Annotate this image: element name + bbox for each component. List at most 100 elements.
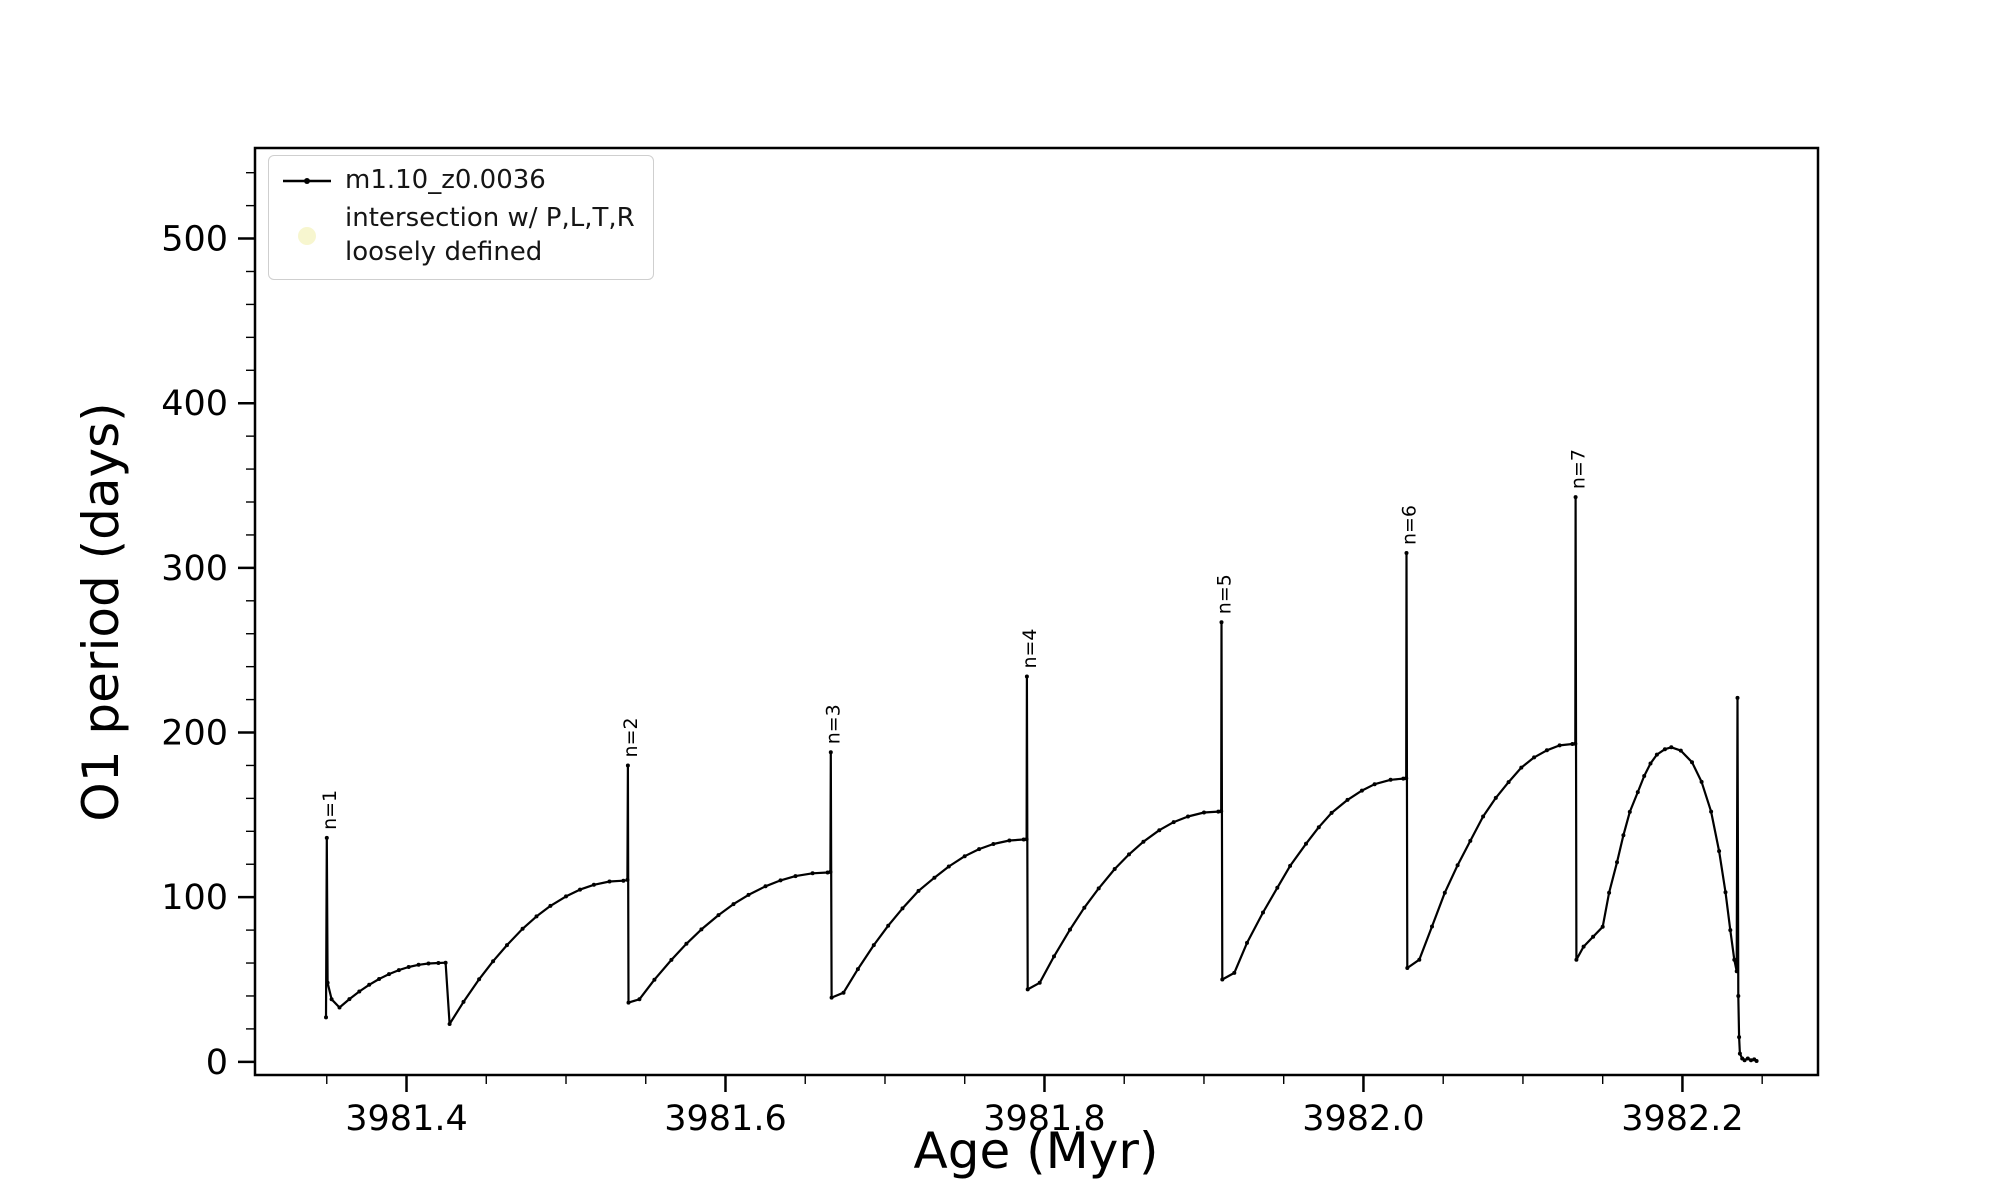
legend-entry-series: m1.10_z0.0036: [279, 164, 635, 198]
spike-annotation: n=2: [620, 717, 642, 757]
data-point: [855, 967, 860, 972]
data-point: [1024, 837, 1029, 842]
data-point: [591, 882, 596, 887]
data-point: [1737, 1051, 1742, 1056]
data-point: [1642, 774, 1647, 778]
data-point: [1404, 551, 1409, 555]
data-point: [1519, 765, 1524, 770]
data-point: [1186, 814, 1190, 819]
data-point: [1288, 863, 1293, 868]
data-point: [1401, 776, 1406, 781]
legend-entry-intersection: intersection w/ P,L,T,R loosely defined: [279, 202, 635, 270]
data-point: [337, 1005, 342, 1010]
data-point: [324, 1015, 328, 1020]
data-point: [828, 870, 833, 874]
data-point: [534, 914, 539, 919]
data-point: [436, 961, 441, 965]
data-point: [357, 989, 362, 994]
legend: m1.10_z0.0036 intersection w/ P,L,T,R lo…: [268, 155, 654, 281]
data-point: [396, 968, 401, 973]
data-point: [578, 887, 582, 892]
data-point: [626, 1000, 631, 1005]
y-tick-label: 100: [161, 878, 228, 918]
data-point: [1219, 809, 1224, 814]
data-point: [810, 871, 815, 876]
data-point: [1359, 788, 1364, 793]
spike-annotation: n=5: [1214, 574, 1236, 614]
data-point: [1245, 940, 1249, 945]
data-point: [1141, 839, 1146, 844]
data-point: [1754, 1059, 1759, 1063]
y-tick-label: 200: [161, 714, 228, 754]
data-point: [1573, 495, 1578, 500]
x-tick-label: 3982.0: [1302, 1099, 1424, 1139]
chart-generated-layer: 3981.4 3981.6 3981.8 3982.0 3982.2 0 100 200 300…: [161, 146, 1820, 1139]
data-point: [1737, 1035, 1742, 1040]
spike-annotation: n=3: [823, 704, 845, 744]
data-point: [443, 960, 448, 965]
data-point: [1570, 742, 1575, 746]
legend-intersection-dot: [298, 226, 316, 245]
dot-marker-icon: [298, 226, 316, 245]
data-point: [828, 750, 833, 755]
data-point: [871, 943, 876, 948]
data-point: [416, 962, 421, 967]
data-point: [367, 982, 372, 987]
data-point: [652, 977, 657, 982]
data-point: [1219, 620, 1224, 625]
data-point: [684, 941, 689, 946]
data-point: [900, 906, 905, 911]
data-point: [1600, 924, 1605, 929]
data-point: [1024, 674, 1029, 679]
data-point: [1573, 741, 1578, 746]
data-point: [1021, 837, 1026, 842]
data-point: [1052, 954, 1056, 959]
data-point: [1082, 905, 1087, 910]
data-point: [1678, 748, 1683, 753]
data-point: [1717, 849, 1722, 854]
data-point: [1157, 828, 1162, 833]
data-point: [1690, 760, 1694, 765]
data-point: [1430, 924, 1434, 929]
data-point: [1732, 957, 1737, 962]
x-tick-label: 3981.8: [983, 1099, 1105, 1139]
data-point: [1493, 795, 1498, 800]
data-point: [1127, 852, 1131, 857]
spike-annotation: n=7: [1568, 449, 1590, 489]
data-point: [621, 878, 626, 883]
data-point: [1581, 944, 1586, 949]
data-point: [1468, 838, 1473, 843]
data-point: [426, 961, 431, 966]
legend-label-intersection: intersection w/ P,L,T,R loosely defined: [345, 202, 635, 267]
data-point: [625, 763, 630, 768]
data-point: [1388, 777, 1393, 782]
data-point: [1025, 987, 1030, 992]
data-point: [746, 892, 751, 897]
data-point: [637, 997, 642, 1002]
data-point: [1742, 1058, 1747, 1063]
data-point: [607, 879, 612, 884]
data-point: [731, 902, 736, 907]
x-axis-label: Age (Myr): [914, 1122, 1159, 1180]
data-point: [1615, 860, 1619, 865]
data-point: [1654, 752, 1659, 757]
y-axis-label: O1 period (days): [72, 402, 130, 821]
data-point: [347, 997, 352, 1002]
spike-annotation: n=4: [1019, 628, 1041, 668]
x-tick-label: 3981.6: [664, 1099, 786, 1139]
data-point: [1304, 841, 1308, 846]
axes-spines: [253, 146, 1820, 1077]
y-tick-label: 300: [161, 549, 228, 589]
data-point: [1068, 927, 1072, 932]
data-point: [977, 847, 982, 852]
data-point: [477, 977, 482, 982]
data-point: [1261, 910, 1265, 915]
data-point: [699, 927, 704, 932]
data-point: [1648, 761, 1653, 766]
data-point: [669, 957, 674, 962]
data-point: [763, 884, 768, 889]
data-point: [1345, 797, 1350, 802]
legend-label-series: m1.10_z0.0036: [345, 165, 546, 195]
